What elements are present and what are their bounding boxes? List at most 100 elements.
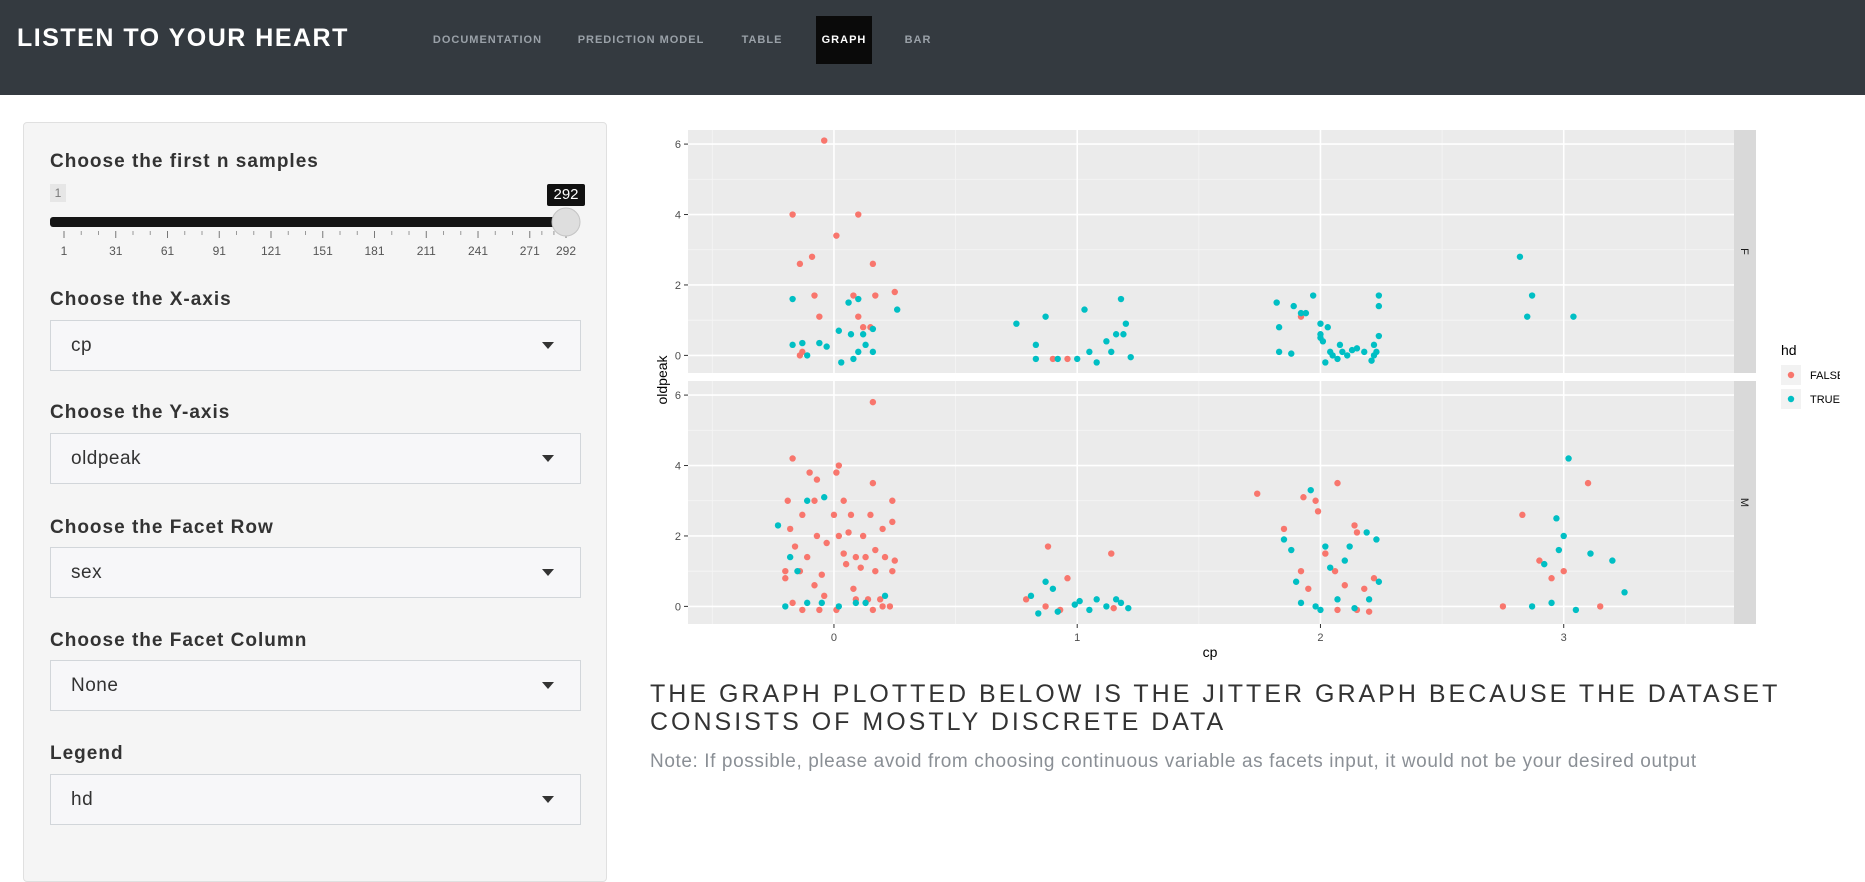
slider-ticks: 1 31 61 91 121 151 181 211 241 271 292 — [61, 231, 576, 258]
data-point-true — [1275, 324, 1283, 331]
data-point-true — [1334, 596, 1341, 603]
data-point-true — [847, 331, 855, 338]
data-point-true — [845, 299, 852, 306]
data-point-true — [862, 599, 869, 607]
data-point-true — [1555, 546, 1563, 554]
slider-handle[interactable] — [551, 207, 581, 237]
slider-track[interactable] — [50, 217, 570, 227]
data-point-false — [786, 525, 794, 533]
sidebar-panel — [23, 122, 607, 882]
chevron-down-icon — [542, 796, 554, 803]
data-point-false — [1049, 355, 1057, 363]
data-point-true — [1516, 253, 1524, 260]
data-point-true — [1336, 341, 1344, 349]
data-point-false — [813, 476, 821, 483]
tab-documentation[interactable]: DOCUMENTATION — [432, 34, 543, 46]
data-point-true — [1103, 338, 1110, 345]
y-tick-label: 6 — [675, 390, 681, 402]
data-point-true — [1071, 601, 1078, 608]
data-point-false — [840, 550, 847, 557]
data-point-true — [855, 348, 862, 356]
data-point-false — [1353, 529, 1361, 536]
data-point-true — [1351, 604, 1358, 612]
data-point-false — [881, 553, 889, 561]
slider-value-badge: 292 — [547, 184, 585, 206]
data-point-true — [894, 306, 901, 313]
data-point-true — [1112, 596, 1120, 603]
data-point-false — [813, 532, 821, 540]
data-point-true — [1297, 309, 1305, 317]
data-point-false — [791, 543, 799, 550]
data-point-true — [1032, 355, 1040, 363]
data-point-false — [1312, 497, 1319, 504]
data-point-true — [1290, 302, 1297, 310]
data-point-true — [1042, 578, 1049, 585]
y-axis-select[interactable]: oldpeak — [50, 433, 581, 484]
tab-graph[interactable]: GRAPH — [816, 16, 872, 64]
sample-slider[interactable]: 1 31 61 91 121 151 181 211 241 271 292 — [40, 200, 600, 262]
data-point-true — [1117, 599, 1125, 607]
data-point-false — [869, 606, 877, 614]
data-point-false — [1280, 525, 1288, 533]
slider-tick-label: 31 — [109, 244, 123, 258]
facet-col-select[interactable]: None — [50, 660, 581, 711]
data-point-false — [782, 567, 789, 575]
data-point-true — [1317, 320, 1324, 327]
y-tick-label: 4 — [675, 461, 681, 473]
data-point-true — [1312, 603, 1319, 610]
legend-select[interactable]: hd — [50, 774, 581, 825]
data-point-true — [1120, 331, 1127, 338]
data-point-true — [1093, 596, 1100, 603]
data-point-true — [835, 603, 843, 610]
data-point-false — [833, 469, 840, 476]
data-point-true — [1348, 346, 1356, 354]
tab-table[interactable]: TABLE — [741, 34, 783, 46]
data-point-true — [1587, 550, 1594, 557]
data-point-false — [1305, 585, 1312, 592]
chevron-down-icon — [542, 569, 554, 576]
data-point-true — [1112, 331, 1120, 338]
data-point-true — [1553, 515, 1560, 522]
data-point-false — [1042, 603, 1049, 610]
data-point-true — [1334, 355, 1341, 363]
data-point-false — [1536, 557, 1543, 564]
data-point-false — [859, 324, 867, 331]
data-point-false — [889, 567, 896, 575]
data-point-true — [789, 295, 796, 303]
tab-prediction-model[interactable]: PREDICTION MODEL — [577, 34, 705, 46]
data-point-false — [806, 469, 813, 476]
data-point-true — [1317, 606, 1324, 614]
data-point-true — [1375, 302, 1383, 310]
data-point-false — [1314, 508, 1322, 515]
facet-col-label: Choose the Facet Column — [50, 630, 308, 651]
data-point-true — [1344, 352, 1351, 359]
data-point-true — [1297, 599, 1305, 607]
data-point-true — [1292, 578, 1300, 585]
x-axis-select[interactable]: cp — [50, 320, 581, 371]
data-point-true — [1322, 359, 1329, 366]
data-point-false — [823, 539, 830, 547]
data-point-true — [855, 295, 862, 303]
data-point-true — [1013, 320, 1020, 327]
slider-tick-label: 241 — [468, 244, 488, 258]
data-point-false — [1351, 522, 1358, 529]
slider-tick-label: 151 — [313, 244, 333, 258]
data-point-true — [799, 339, 806, 347]
facet-row-select[interactable]: sex — [50, 547, 581, 598]
data-point-true — [1373, 348, 1380, 356]
slider-tick-label: 292 — [556, 244, 576, 258]
data-point-true — [1093, 359, 1100, 366]
y-tick-label: 0 — [675, 350, 681, 362]
data-point-true — [1353, 345, 1361, 352]
data-point-true — [786, 553, 794, 561]
data-point-false — [1365, 608, 1373, 615]
data-point-true — [1363, 529, 1370, 536]
data-point-true — [852, 599, 860, 607]
tab-bar[interactable]: BAR — [904, 34, 932, 46]
data-point-false — [782, 575, 789, 582]
data-point-false — [847, 511, 855, 519]
plot-panels: FM — [688, 130, 1756, 624]
data-point-true — [1319, 338, 1327, 345]
data-point-false — [821, 592, 828, 600]
x-axis-label: Choose the X-axis — [50, 289, 232, 310]
